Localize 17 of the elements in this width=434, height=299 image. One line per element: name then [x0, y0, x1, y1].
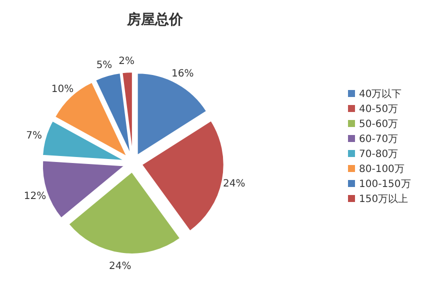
- data-label: 7%: [26, 130, 42, 142]
- legend-label: 60-70万: [359, 134, 398, 145]
- legend-label: 150万以上: [359, 193, 408, 205]
- chart-title: 房屋总价: [126, 11, 184, 28]
- legend-label: 40万以下: [359, 88, 402, 100]
- data-label: 16%: [172, 68, 194, 80]
- data-label: 10%: [51, 84, 74, 95]
- legend-label: 80-100万: [359, 164, 404, 175]
- data-label: 5%: [96, 60, 112, 72]
- data-label: 12%: [24, 190, 46, 202]
- legend-label: 40-50万: [359, 104, 398, 115]
- legend-label: 70-80万: [359, 149, 398, 160]
- data-label: 24%: [108, 261, 132, 272]
- data-label: 24%: [223, 178, 246, 190]
- legend-label: 50-60万: [359, 119, 398, 130]
- data-label: 2%: [118, 56, 134, 68]
- legend-label: 100-150万: [359, 179, 411, 190]
